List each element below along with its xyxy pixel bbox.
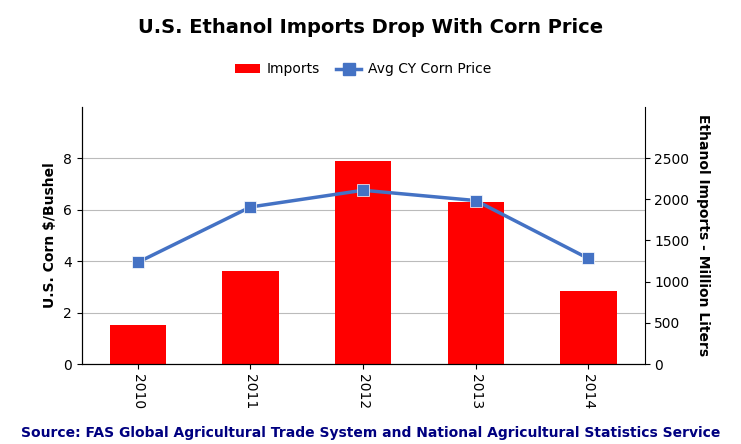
Y-axis label: Ethanol Imports - Million Liters: Ethanol Imports - Million Liters: [697, 114, 711, 357]
Bar: [560, 291, 617, 364]
Bar: [335, 161, 391, 364]
Bar: [110, 325, 166, 364]
Bar: [222, 271, 279, 364]
Bar: [448, 202, 504, 364]
Y-axis label: U.S. Corn $/Bushel: U.S. Corn $/Bushel: [44, 163, 57, 308]
Text: Source: FAS Global Agricultural Trade System and National Agricultural Statistic: Source: FAS Global Agricultural Trade Sy…: [21, 425, 720, 440]
Legend: Imports, Avg CY Corn Price: Imports, Avg CY Corn Price: [229, 57, 497, 82]
Text: U.S. Ethanol Imports Drop With Corn Price: U.S. Ethanol Imports Drop With Corn Pric…: [138, 18, 603, 37]
